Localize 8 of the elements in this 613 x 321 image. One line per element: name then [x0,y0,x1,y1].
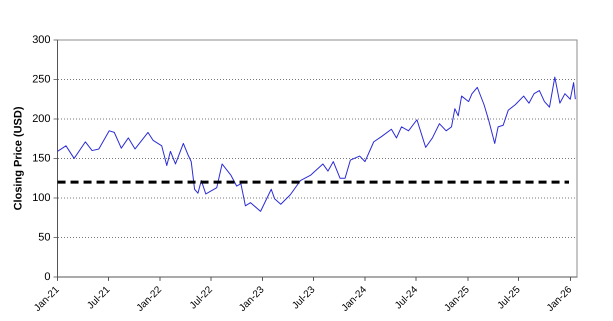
y-tick-label: 200 [32,112,51,125]
y-tick-label: 50 [38,231,51,244]
y-tick-label: 250 [32,74,51,86]
y-tick-label: 300 [32,34,51,46]
y-tick-label: 0 [44,270,51,283]
y-tick-label: 100 [32,192,51,204]
y-axis-title: Closing Price (USD) [12,106,25,210]
y-tick-label: 150 [32,152,51,164]
